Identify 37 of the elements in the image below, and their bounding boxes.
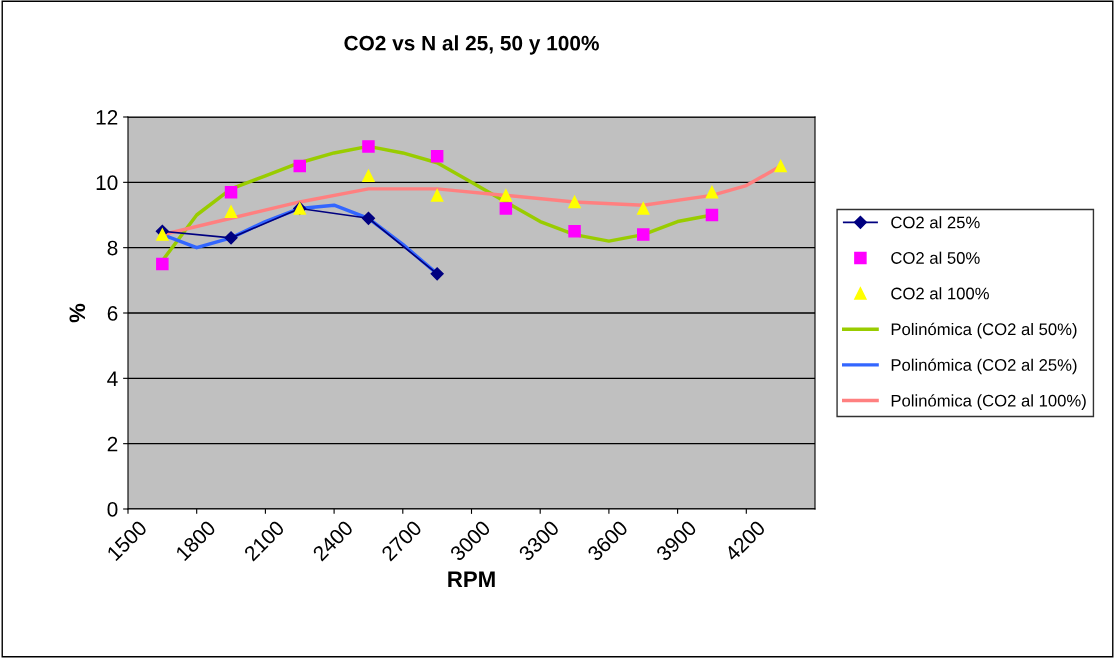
point: [705, 185, 719, 199]
chart-title: CO2 vs N al 25, 50 y 100%: [344, 35, 599, 55]
y-tick-label: 4: [107, 371, 118, 386]
point: [361, 211, 376, 225]
y-tick-label: 6: [107, 306, 118, 321]
point: [224, 205, 238, 218]
point: [499, 189, 513, 202]
x-axis-title: RPM: [448, 571, 495, 587]
point: [156, 228, 169, 241]
point: [156, 257, 169, 271]
y-tick-label: 8: [107, 240, 118, 256]
point: [774, 159, 787, 173]
point: [430, 149, 444, 163]
legend-label: CO2 al 25%: [891, 216, 980, 229]
point: [636, 202, 650, 215]
y-tick-label: 10: [96, 175, 118, 191]
point: [705, 208, 719, 222]
y-tick-label: 2: [107, 436, 118, 452]
y-axis-title: %: [69, 303, 86, 323]
point: [568, 225, 581, 238]
y-tick-label: 0: [107, 502, 118, 517]
legend-label: CO2 al 100%: [891, 287, 989, 300]
legend-label: Polinómica (CO2 al 25%): [891, 358, 1077, 375]
point: [362, 140, 375, 153]
y-tick-label: 12: [96, 110, 118, 125]
point: [568, 195, 581, 209]
legend-label: CO2 al 50%: [891, 251, 980, 264]
point: [293, 159, 307, 173]
point: [224, 231, 238, 245]
point: [224, 185, 238, 199]
point: [430, 189, 444, 202]
legend-label: Polinómica (CO2 al 100%): [891, 394, 1086, 410]
point: [362, 169, 375, 183]
point: [430, 267, 444, 281]
point: [636, 228, 650, 241]
point: [499, 202, 513, 215]
legend-label: Polinómica (CO2 al 50%): [891, 322, 1077, 339]
